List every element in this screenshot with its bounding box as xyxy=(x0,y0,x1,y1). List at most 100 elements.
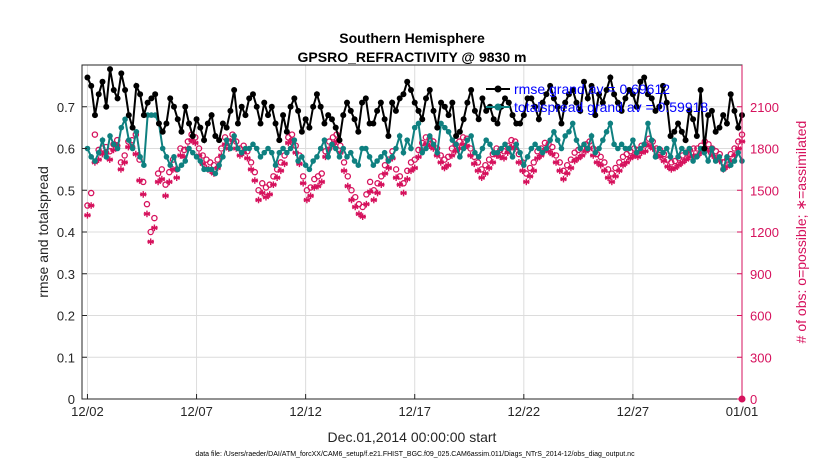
possible-point xyxy=(158,166,166,173)
possible-point xyxy=(177,145,184,152)
assimilated-point xyxy=(162,192,169,200)
rmse-point xyxy=(359,99,366,106)
rmse-point xyxy=(723,120,730,127)
spread-point xyxy=(163,154,170,160)
spread-point xyxy=(370,162,377,168)
spread-point xyxy=(423,145,429,152)
assimilated-point xyxy=(612,173,619,180)
assimilated-point xyxy=(530,167,538,175)
y-tick-label-right: 300 xyxy=(750,350,772,365)
spread-point xyxy=(321,137,328,143)
spread-point xyxy=(686,145,693,152)
spread-point xyxy=(133,129,140,135)
rmse-point xyxy=(539,99,546,106)
possible-point xyxy=(214,156,221,163)
spread-point xyxy=(521,162,527,168)
spread-point xyxy=(261,149,268,156)
spread-point xyxy=(302,162,309,168)
rmse-point xyxy=(535,116,542,123)
rmse-point xyxy=(265,112,272,119)
rmse-point xyxy=(407,87,414,94)
rmse-point xyxy=(91,112,98,119)
rmse-point xyxy=(727,91,734,98)
spread-point xyxy=(182,158,189,164)
assimilated-point xyxy=(307,192,314,200)
assimilated-point xyxy=(318,178,326,186)
spread-point xyxy=(558,145,565,152)
possible-point xyxy=(448,145,456,152)
rmse-point xyxy=(325,112,332,119)
rmse-point xyxy=(671,128,678,135)
spread-point xyxy=(652,154,659,160)
rmse-point xyxy=(637,78,644,85)
spread-point xyxy=(415,120,422,127)
assimilated-point xyxy=(526,173,534,180)
possible-point xyxy=(255,186,262,194)
rmse-point xyxy=(453,132,460,139)
rmse-point xyxy=(471,107,478,114)
assimilated-point xyxy=(571,157,578,165)
rmse-point xyxy=(517,120,524,127)
spread-point xyxy=(276,149,283,156)
rmse-point xyxy=(419,116,426,123)
spread-point xyxy=(235,145,241,152)
rmse-point xyxy=(336,137,343,144)
spread-point xyxy=(419,149,426,156)
spread-point xyxy=(220,154,226,160)
spread-point xyxy=(310,158,316,164)
spread-point xyxy=(253,145,260,152)
y-tick-label-right: 2100 xyxy=(750,100,779,115)
assimilated-point xyxy=(136,177,143,184)
spread-point xyxy=(731,158,738,164)
spread-point xyxy=(675,154,681,160)
rmse-point xyxy=(302,116,309,123)
rmse-point xyxy=(389,99,396,106)
spread-point xyxy=(453,141,459,148)
rmse-point xyxy=(328,116,335,123)
assimilated-point xyxy=(474,167,482,175)
assimilated-point xyxy=(642,147,649,155)
possible-point xyxy=(366,178,374,186)
assimilated-point xyxy=(244,154,251,162)
rmse-point xyxy=(603,87,610,94)
assimilated-point xyxy=(247,166,255,173)
assimilated-point xyxy=(515,159,523,166)
spread-point xyxy=(159,145,166,152)
rmse-point xyxy=(332,124,339,131)
rmse-point xyxy=(103,103,110,110)
data-file-footer: data file: /Users/raeder/DAI/ATM_forcXX/… xyxy=(195,451,635,458)
spread-point xyxy=(607,120,614,127)
y-axis-label-right: # of obs: o=possible; ∗=assimilated xyxy=(793,121,809,344)
assimilated-point xyxy=(192,139,199,147)
possible-point xyxy=(299,173,307,180)
spread-point xyxy=(99,137,106,143)
rmse-point xyxy=(423,95,430,102)
rmse-point xyxy=(178,128,185,135)
rmse-point xyxy=(558,120,565,127)
rmse-point xyxy=(227,107,234,114)
spread-point xyxy=(137,154,143,160)
rmse-point xyxy=(569,87,576,94)
spread-point xyxy=(498,145,505,152)
rmse-point xyxy=(201,137,208,144)
rmse-point xyxy=(494,120,501,127)
rmse-point xyxy=(468,87,475,94)
rmse-point xyxy=(144,99,151,106)
rmse-point xyxy=(351,116,358,123)
spread-point xyxy=(645,120,651,127)
rmse-point xyxy=(310,103,317,110)
spread-point xyxy=(265,145,271,152)
possible-point xyxy=(154,170,162,177)
rmse-point xyxy=(445,112,452,119)
spread-point xyxy=(709,145,715,152)
rmse-point xyxy=(163,120,170,127)
rmse-point xyxy=(167,95,174,102)
assimilated-point xyxy=(370,196,378,204)
spread-point xyxy=(88,154,95,160)
spread-point xyxy=(513,141,520,148)
assimilated-point xyxy=(87,202,95,209)
assimilated-point xyxy=(482,170,489,177)
possible-point xyxy=(482,161,489,169)
assimilated-point xyxy=(415,153,422,161)
rmse-point xyxy=(502,95,509,102)
